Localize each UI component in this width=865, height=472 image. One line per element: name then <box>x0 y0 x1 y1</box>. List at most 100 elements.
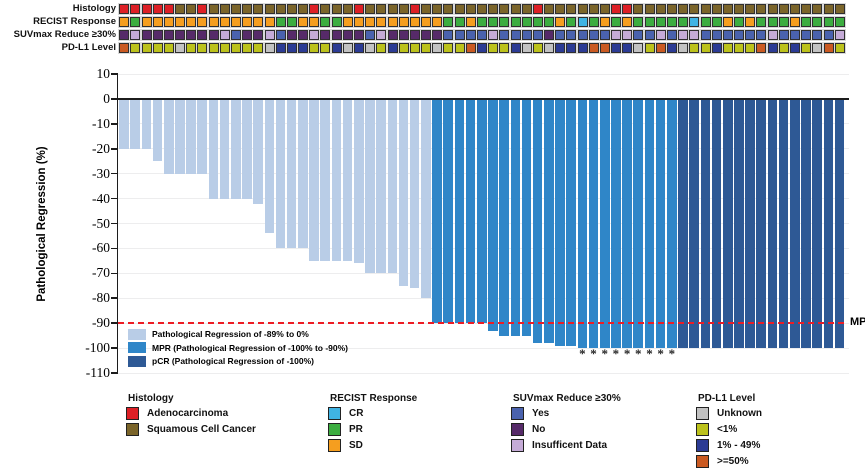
legend-title-pdl1: PD-L1 Level <box>698 393 756 404</box>
track-cell <box>475 16 488 28</box>
track-cell <box>531 16 544 28</box>
asterisk: * <box>601 346 608 361</box>
track-cell <box>610 3 623 15</box>
bar <box>298 98 308 249</box>
track-cell <box>285 29 298 41</box>
bar <box>655 98 666 349</box>
track-cell <box>721 16 734 28</box>
track-cell <box>531 42 544 54</box>
asterisk: * <box>623 346 631 361</box>
track-cell <box>297 16 310 28</box>
track-cell <box>576 29 589 41</box>
track-cell <box>218 16 231 28</box>
bar <box>197 98 208 174</box>
track-cell <box>643 29 656 41</box>
zero-baseline <box>118 97 849 101</box>
track-cell <box>654 42 667 54</box>
track-cell <box>654 16 667 28</box>
track-cell <box>364 16 377 28</box>
track-cell <box>643 3 656 15</box>
bar <box>253 98 263 204</box>
track-cell <box>833 3 846 15</box>
y-axis-title: Pathological Regression (%) <box>36 146 48 302</box>
track-cell <box>174 42 187 54</box>
y-tick <box>110 73 118 75</box>
y-tick <box>110 147 118 150</box>
track-cell <box>632 29 645 41</box>
track-cell <box>431 42 444 54</box>
track-cell <box>263 3 276 15</box>
legend-item-label: <1% <box>717 424 738 435</box>
track-cell <box>319 29 332 41</box>
track-cell <box>531 3 544 15</box>
track-cell <box>498 29 511 41</box>
pcr-legend-label: pCR (Pathological Regression of -100%) <box>152 356 314 366</box>
track-cell <box>543 29 556 41</box>
track-cell <box>744 16 757 28</box>
track-cell <box>509 16 522 28</box>
bar <box>152 98 163 162</box>
track-cell <box>777 29 790 41</box>
track-cell <box>252 29 265 41</box>
track-cell <box>352 16 365 28</box>
track-cell <box>666 3 679 15</box>
track-cell <box>554 42 567 54</box>
track-cell <box>285 42 298 54</box>
track-cell <box>520 42 533 54</box>
track-cell <box>721 29 734 41</box>
track-cell <box>487 3 500 15</box>
track-cell <box>285 3 298 15</box>
track-cell <box>565 42 578 54</box>
pcr-swatch <box>128 355 146 367</box>
track-cell <box>789 42 801 54</box>
track-cell <box>833 29 846 41</box>
bar <box>130 98 140 149</box>
bar <box>588 98 599 349</box>
legend-swatch <box>696 439 709 452</box>
bar <box>734 98 744 349</box>
y-tick <box>110 98 118 100</box>
y-tick <box>110 297 118 300</box>
legend-items-recist: CR PR SD <box>328 406 417 453</box>
track-cell <box>621 29 634 41</box>
bar <box>398 98 409 286</box>
track-cell <box>375 16 388 28</box>
track-cell <box>487 29 500 41</box>
track-cell <box>688 42 701 54</box>
track-cell <box>308 16 321 28</box>
track-cell <box>777 16 790 28</box>
track-cell <box>408 29 421 41</box>
track-cell <box>632 42 645 54</box>
bar <box>711 98 722 349</box>
track-cell <box>587 42 600 54</box>
bar <box>532 98 543 344</box>
bar <box>421 98 431 299</box>
track-cell <box>554 3 567 15</box>
track-cell <box>833 42 846 54</box>
track-cell <box>587 3 600 15</box>
track-cell <box>319 3 332 15</box>
track-cell <box>800 16 813 28</box>
track-cell <box>520 3 533 15</box>
track-cell <box>576 3 589 15</box>
track-cell <box>431 3 444 15</box>
track-cell <box>733 42 746 54</box>
mpr-legend-label: MPR (Pathological Regression of -100% to… <box>152 342 349 353</box>
track-cell <box>755 29 768 41</box>
bar <box>409 98 420 289</box>
track-cell <box>565 16 578 28</box>
legend-item-label: PR <box>349 424 363 435</box>
track-cell <box>274 29 287 41</box>
plot-legend-row-pcr: pCR (Pathological Regression of -100%) <box>128 355 314 367</box>
bar <box>633 98 644 349</box>
track-cell <box>811 42 824 54</box>
bar <box>667 98 677 349</box>
track-cell <box>420 42 433 54</box>
legend-item: PR <box>328 422 417 437</box>
track-cell <box>721 3 734 15</box>
bar <box>175 98 185 174</box>
track-cell <box>576 42 589 54</box>
legend-group-recist: RECIST Response CR PR SD <box>328 392 417 453</box>
bar <box>644 98 655 349</box>
track-cell <box>196 29 209 41</box>
